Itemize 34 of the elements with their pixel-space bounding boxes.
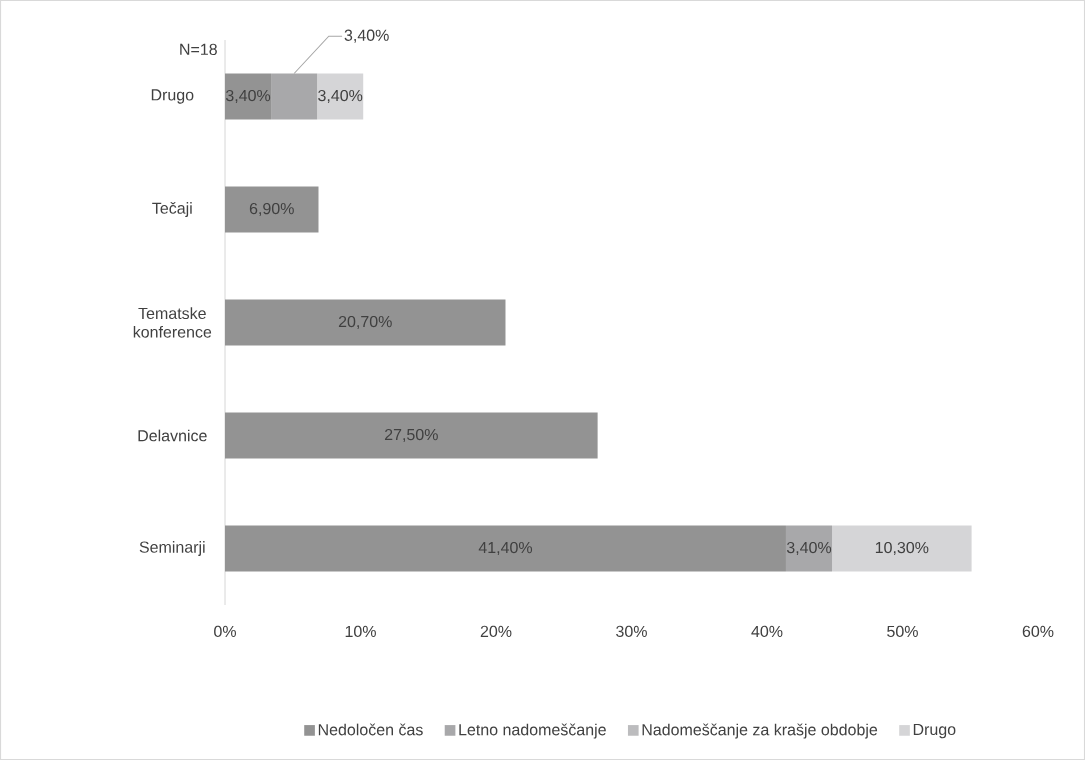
data-label: 10,30%: [875, 541, 929, 556]
data-label: 27,50%: [384, 428, 438, 443]
legend-label: Letno nadomeščanje: [459, 723, 606, 739]
x-tick-label: 30%: [616, 625, 647, 638]
bar: [317, 73, 364, 120]
data-label: 3,40%: [318, 89, 363, 104]
data-label: 41,40%: [478, 541, 533, 556]
text: N=18: [180, 43, 217, 55]
bar: [225, 412, 598, 459]
data-label: 3,40%: [344, 29, 389, 43]
x-tick-label: 50%: [887, 625, 918, 638]
bar: [832, 525, 972, 572]
y-tick-label: Drugo: [151, 89, 194, 104]
bar: [225, 73, 272, 120]
x-tick-label: 20%: [480, 625, 512, 638]
x-tick-label: 60%: [1022, 625, 1054, 638]
y-tick-label: Delavnice: [138, 429, 207, 442]
bar: [225, 299, 506, 346]
y-tick-label: Tečaji: [152, 202, 192, 217]
bar: [225, 525, 786, 572]
data-label: 6,90%: [249, 202, 294, 217]
legend-label: Nedoločen čas: [318, 723, 423, 736]
bar: [785, 525, 833, 572]
bar: [225, 186, 319, 233]
legend-label: Nadomeščanje za krašje obdobje: [642, 723, 878, 739]
x-tick-label: 10%: [345, 625, 376, 638]
data-label: 20,70%: [338, 315, 392, 330]
legend-label: Drugo: [913, 723, 956, 739]
data-label: 3,40%: [225, 89, 271, 104]
x-tick-label: 0%: [214, 625, 236, 638]
data-label: 3,40%: [786, 541, 832, 556]
y-tick-label: Seminarji: [139, 541, 205, 556]
x-tick-label: 40%: [751, 625, 783, 638]
y-tick-label: Tematske konference: [133, 307, 212, 338]
